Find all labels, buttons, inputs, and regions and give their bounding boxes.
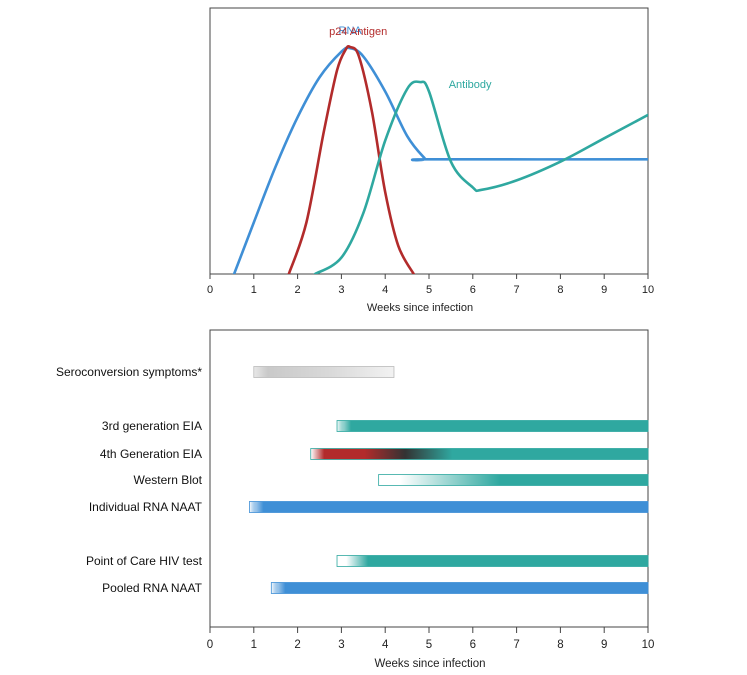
row-label-point-of-care-hiv-test: Point of Care HIV test — [86, 554, 203, 568]
bottom-x-tick-label: 3 — [338, 639, 344, 651]
top-x-tick-label: 3 — [338, 284, 344, 296]
bar-point-of-care-hiv-test — [336, 555, 649, 567]
top-x-axis-label: Weeks since infection — [367, 302, 473, 314]
bottom-x-axis-ticks: 0 1 2 3 4 5 6 7 8 9 10 — [207, 627, 655, 651]
top-x-tick-label: 2 — [295, 284, 301, 296]
bottom-x-tick-label: 5 — [426, 639, 432, 651]
p24-antigen-label: p24 Antigen — [329, 26, 387, 38]
top-x-axis-ticks: 0 1 2 3 4 5 6 7 8 9 10 — [207, 274, 654, 296]
bar-3rd-generation-eia — [336, 420, 649, 432]
bottom-bars-group: Seroconversion symptoms* 3rd generation E… — [56, 365, 649, 595]
row-label-pooled-rna-naat: Pooled RNA NAAT — [102, 581, 202, 595]
top-chart-frame — [209, 7, 649, 275]
row-label-individual-rna-naat: Individual RNA NAAT — [89, 500, 203, 514]
top-x-tick-label: 0 — [207, 284, 213, 296]
p24-antigen-curve — [287, 44, 415, 274]
top-x-tick-label: 5 — [426, 284, 432, 296]
bottom-x-tick-label: 6 — [470, 639, 476, 651]
bar-4th-generation-eia — [310, 448, 649, 460]
row-label-western-blot: Western Blot — [134, 473, 203, 487]
bar-individual-rna-naat — [249, 501, 649, 513]
row-label-3rd-generation-eia: 3rd generation EIA — [102, 419, 202, 433]
bar-pooled-rna-naat — [270, 582, 649, 594]
bar-seroconversion-symptoms — [253, 366, 395, 378]
row-label-4th-generation-eia: 4th Generation EIA — [100, 447, 202, 461]
top-x-tick-label: 6 — [470, 284, 476, 296]
top-x-tick-label: 9 — [601, 284, 607, 296]
rna-label: RNA — [339, 25, 363, 37]
top-x-tick-label: 4 — [382, 284, 388, 296]
rna-curve — [232, 46, 648, 274]
bottom-x-tick-label: 0 — [207, 639, 213, 651]
antibody-curve — [313, 80, 648, 274]
top-x-tick-label: 10 — [642, 284, 654, 296]
top-x-tick-label: 8 — [557, 284, 563, 296]
bottom-x-axis-label: Weeks since infection — [374, 658, 485, 670]
bottom-x-tick-label: 4 — [382, 639, 389, 651]
bottom-x-tick-label: 1 — [251, 639, 257, 651]
row-label-seroconversion-symptoms: Seroconversion symptoms* — [56, 365, 202, 379]
bottom-x-tick-label: 9 — [601, 639, 607, 651]
bottom-x-tick-label: 10 — [642, 639, 655, 651]
bottom-x-tick-label: 7 — [513, 639, 519, 651]
bar-western-blot — [378, 474, 649, 486]
bottom-x-tick-label: 2 — [294, 639, 300, 651]
bottom-chart: Seroconversion symptoms* 3rd generation E… — [56, 329, 655, 670]
antibody-label: Antibody — [449, 79, 492, 91]
bottom-x-tick-label: 8 — [557, 639, 563, 651]
top-x-tick-label: 1 — [251, 284, 257, 296]
top-x-tick-label: 7 — [514, 284, 520, 296]
